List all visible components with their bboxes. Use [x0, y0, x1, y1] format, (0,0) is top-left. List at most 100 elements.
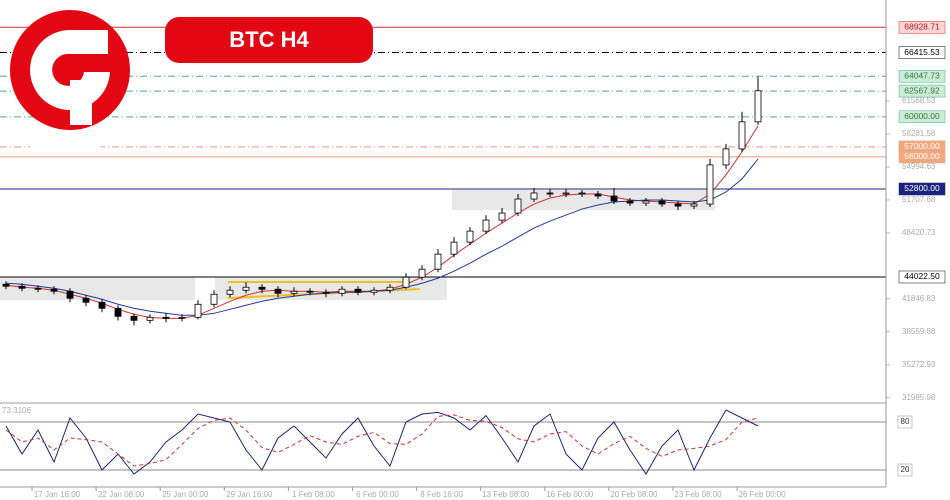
x-tick-label: 29 Jan 16:00 [226, 490, 273, 499]
y-tick-label: 48420.73 [902, 228, 936, 237]
chart-title: BTC H4 [229, 27, 309, 52]
level-label-box [898, 69, 946, 83]
y-tick-label: 35272.93 [902, 360, 936, 369]
candle-body [530, 192, 538, 200]
candle-body [514, 198, 522, 214]
candle-body [130, 315, 138, 321]
level-label-box [898, 150, 946, 164]
level-label-box [898, 182, 946, 196]
oscillator-line [5, 409, 759, 475]
level-label-box [898, 270, 946, 284]
x-tick-label: 17 Jan 16:00 [34, 490, 81, 499]
level-label: 44022.50 [904, 271, 940, 281]
candle-body [466, 230, 474, 243]
candle-body [498, 212, 506, 221]
candle-body [258, 286, 266, 290]
zones [0, 190, 715, 300]
y-tick-label: 61568.53 [902, 96, 936, 105]
candle-body [274, 288, 282, 294]
level-label: 52800.00 [904, 183, 940, 193]
candle-body [450, 241, 458, 255]
plot: 31985.98 35272.93 38559.88 41846.83 48420.73… [0, 21, 946, 499]
candle-body [226, 289, 234, 295]
candle-body [18, 285, 26, 289]
candle-body [482, 219, 490, 232]
candle-body [402, 276, 410, 288]
candle-body [146, 316, 154, 321]
x-tick-label: 1 Feb 08:00 [292, 490, 335, 499]
level-label: 66415.53 [904, 47, 940, 57]
logo [10, 10, 130, 155]
candle-body [434, 253, 442, 270]
candle-body [354, 288, 362, 293]
y-tick-label: 38559.88 [902, 327, 936, 336]
candle-body [610, 195, 618, 202]
candle-body [178, 316, 186, 319]
x-tick-label: 13 Feb 08:00 [482, 490, 530, 499]
candle-body [50, 288, 58, 292]
oscillator-level-box [897, 415, 913, 429]
y-tick-label: 41846.83 [902, 294, 936, 303]
level-label: 56000.00 [904, 151, 940, 161]
candle-body [658, 200, 666, 205]
candle-body [242, 286, 250, 291]
level-label: 60000.00 [904, 111, 940, 121]
candle-body [674, 203, 682, 207]
candle-body [754, 90, 762, 123]
candle-body [82, 297, 90, 303]
zone [0, 277, 195, 300]
candle-body [114, 307, 122, 317]
x-tick-label: 23 Feb 08:00 [674, 490, 722, 499]
level-label-box [898, 21, 946, 34]
level-label: 57000.00 [904, 141, 940, 151]
x-tick-label: 20 Feb 08:00 [610, 490, 658, 499]
candle-body [66, 290, 74, 299]
oscillator-level-box [897, 463, 913, 477]
title-banner [165, 17, 373, 63]
x-tick-label: 6 Feb 00:00 [356, 490, 399, 499]
candle-body [34, 287, 42, 290]
candle-body [546, 192, 554, 195]
candle-body [2, 283, 10, 287]
candle-body [562, 192, 570, 195]
candle-body [722, 148, 730, 166]
y-tick-label: 51707.68 [902, 195, 936, 204]
x-tick-label: 22 Jan 08:00 [98, 490, 145, 499]
x-tick-label: 26 Feb 00:00 [739, 490, 787, 499]
candle-body [594, 193, 602, 197]
candle-body [626, 200, 634, 204]
y-tick-label: 58281.58 [902, 129, 936, 138]
candle-body [162, 316, 170, 319]
candle-body [706, 164, 714, 205]
candle-body [194, 303, 202, 318]
oscillator-tick-label: 80 [901, 417, 910, 426]
logo-mask [30, 130, 100, 155]
candle-body [578, 192, 586, 195]
logo-stem [70, 80, 92, 125]
oscillator-line [5, 414, 759, 467]
candle-body [210, 293, 218, 305]
candle-body [290, 290, 298, 294]
x-tick-label: 8 Feb 16:00 [420, 490, 463, 499]
candle-body [338, 288, 346, 294]
level-label: 68928.71 [904, 22, 940, 32]
candle-body [738, 121, 746, 150]
candle-body [370, 289, 378, 293]
candle-body [98, 301, 106, 309]
y-tick-label: 54994.63 [902, 162, 936, 171]
x-tick-label: 25 Jan 00:00 [162, 490, 209, 499]
y-tick-label: 31985.98 [902, 393, 936, 402]
candle-body [322, 291, 330, 294]
candle-body [418, 268, 426, 278]
level-label: 62567.92 [904, 85, 940, 95]
level-label: 64047.73 [904, 70, 940, 80]
level-label-box [898, 110, 946, 124]
candle-body [690, 203, 698, 207]
candle-body [306, 290, 314, 293]
oscillator-tick-label: 20 [901, 465, 910, 474]
x-tick-label: 16 Feb 00:00 [546, 490, 594, 499]
level-label-box [898, 46, 946, 59]
candle-body [386, 286, 394, 291]
